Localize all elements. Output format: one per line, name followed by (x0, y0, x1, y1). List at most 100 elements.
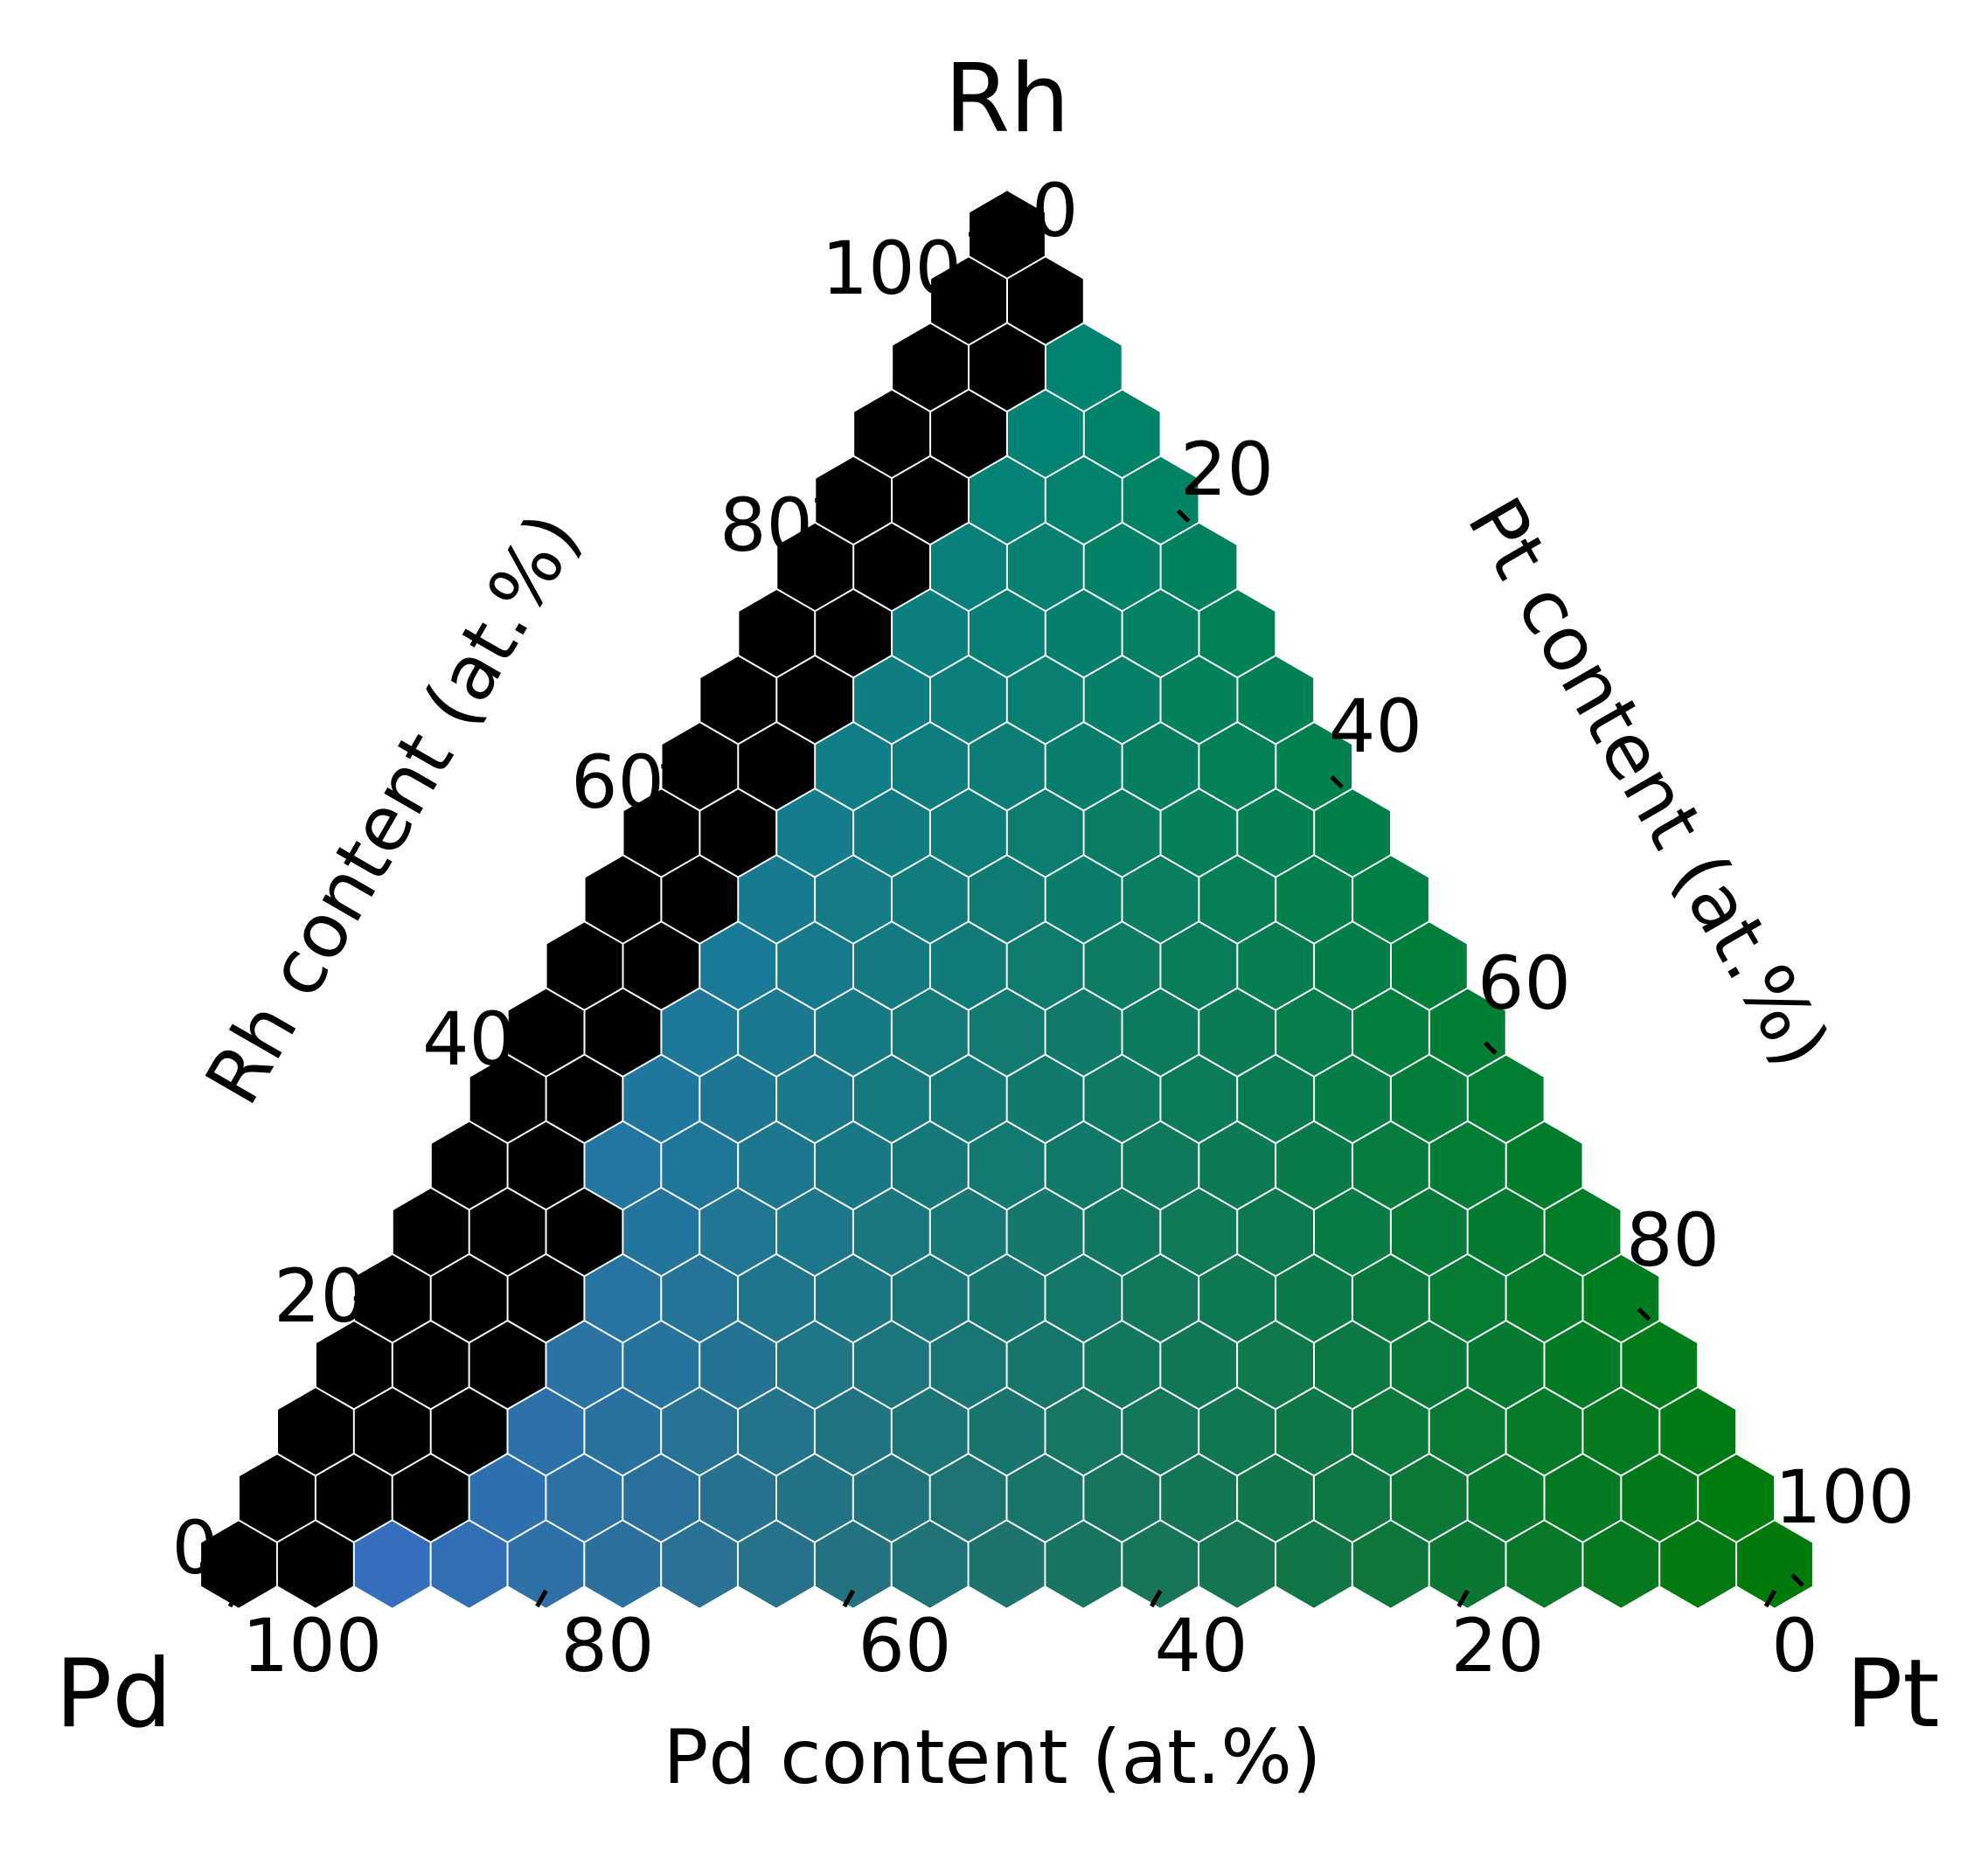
hexbin-cell (854, 656, 929, 744)
hexbin-cell (1238, 1321, 1313, 1409)
hexbin-cell (1315, 1188, 1390, 1276)
hexbin-cell (662, 1255, 738, 1342)
bottom-tick-label: 0 (1771, 1603, 1818, 1689)
hexbin-cell (1046, 856, 1122, 943)
hexbin-cell (1391, 1454, 1467, 1542)
hexbin-cell (393, 1454, 469, 1542)
hexbin-cell (585, 1388, 661, 1475)
hexbin-cell (1007, 390, 1083, 477)
tick-mark (1176, 509, 1191, 524)
hexbin-cell (585, 1255, 661, 1342)
hexbin-cell (469, 1321, 546, 1409)
left-tick-label: 100 (822, 225, 962, 311)
hexbin-cell (431, 1255, 507, 1342)
hexbin-cell (1583, 1255, 1659, 1342)
hexbin-cell (1276, 988, 1352, 1076)
hexbin-cell (853, 1188, 929, 1276)
hexbin-cell (1468, 1454, 1544, 1542)
hexbin-cell (662, 1521, 737, 1608)
hexbin-cell (354, 1388, 430, 1475)
hexbin-cell (739, 590, 815, 677)
hexbin-cell (662, 1388, 738, 1475)
hexbin-cell (1084, 1321, 1160, 1409)
hexbin-cell (969, 1521, 1045, 1608)
hexbin-cell (700, 922, 776, 1009)
tick-mark (1790, 1573, 1804, 1587)
hexbin-cell (1084, 523, 1160, 611)
hexbin-cell (1084, 656, 1160, 744)
hexbin-cell (1353, 988, 1428, 1076)
hexbin-cell (1391, 1188, 1467, 1276)
tick-mark (535, 1589, 548, 1608)
hexbin-cell (1046, 1255, 1122, 1342)
hexbin-cell (1007, 789, 1083, 877)
hexbin-cell (700, 1454, 775, 1542)
tick-mark (1484, 1041, 1498, 1055)
hexbin-cell (1545, 1321, 1621, 1409)
hexbin-cell (1046, 1521, 1122, 1608)
hexbin-cell (431, 1521, 507, 1608)
tick-mark (1023, 243, 1037, 257)
hexbin-cell (700, 1321, 775, 1409)
hexbin-cell (893, 723, 968, 810)
left-tick-label: 80 (719, 482, 813, 568)
hexbin-cell (1199, 1388, 1275, 1475)
hexbin-cell (585, 1121, 661, 1209)
hexbin-cell (1161, 523, 1237, 611)
hexbin-cell (930, 1321, 1006, 1409)
hexbin-cell (815, 1521, 891, 1608)
hexbin-cell (1622, 1454, 1698, 1542)
hexbin-cells (201, 191, 1812, 1608)
hexbin-cell (931, 390, 1006, 477)
hexbin-cell (1161, 922, 1237, 1009)
hexbin-cell (1315, 1321, 1390, 1409)
hexbin-cell (1352, 1521, 1428, 1608)
hexbin-cell (816, 590, 892, 677)
hexbin-cell (508, 1255, 584, 1342)
hexbin-cell (930, 922, 1006, 1009)
hexbin-cell (623, 1321, 699, 1409)
hexbin-cell (662, 856, 738, 943)
hexbin-cell (893, 456, 968, 544)
hexbin-cell (1737, 1521, 1812, 1608)
right-tick-label: 60 (1477, 940, 1571, 1026)
hexbin-cell (1276, 1388, 1352, 1475)
hexbin-cell (1007, 1321, 1083, 1409)
hexbin-cell (1199, 1121, 1276, 1209)
right-tick-label: 0 (1032, 168, 1078, 253)
hexbin-cell (508, 988, 584, 1076)
hexbin-cell (931, 257, 1006, 344)
hexbin-cell (777, 523, 853, 611)
bottom-tick-label: 60 (858, 1603, 952, 1689)
hexbin-cell (700, 789, 776, 877)
right-tick-label: 40 (1329, 683, 1422, 769)
hexbin-cell (930, 1055, 1006, 1142)
hexbin-cell (662, 988, 738, 1076)
hexbin-cell (316, 1321, 392, 1409)
hexbin-cell (816, 1255, 891, 1342)
left-tick-label: 60 (571, 739, 664, 825)
right-tick-label: 80 (1626, 1197, 1720, 1283)
hexbin-cell (1353, 1121, 1428, 1209)
hexbin-cell (854, 390, 930, 477)
hexbin-cell (1506, 1255, 1582, 1342)
hexbin-cell (1046, 1121, 1122, 1209)
hexbin-cell (1007, 1188, 1083, 1276)
hexbin-cell (1429, 1521, 1505, 1608)
hexbin-cell (546, 1454, 622, 1542)
hexbin-cell (1123, 590, 1199, 677)
hexbin-cell (1429, 988, 1505, 1076)
hexbin-cell (623, 1188, 699, 1276)
tick-marks (200, 232, 1804, 1608)
hexbin-cell (623, 1055, 699, 1142)
hexbin-cell (469, 1188, 546, 1276)
hexbin-cell (1583, 1521, 1659, 1608)
hexbin-cell (240, 1454, 315, 1542)
hexbin-cell (892, 1121, 968, 1209)
right-tick-label: 20 (1180, 427, 1274, 512)
hexbin-cell (1007, 922, 1083, 1009)
hexbin-cell (1699, 1454, 1774, 1542)
hexbin-cell (431, 1388, 507, 1475)
hexbin-cell (1391, 1055, 1467, 1142)
hexbin-cell (662, 1121, 738, 1209)
